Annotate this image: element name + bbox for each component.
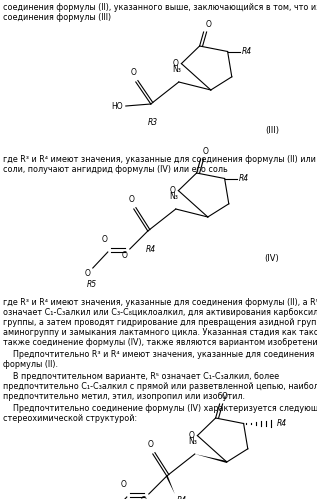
Text: означает C₁-C₃алкил или C₃-C₈циклоалкил, для активирования карбоксильной: означает C₁-C₃алкил или C₃-C₈циклоалкил,…: [3, 308, 317, 317]
Text: HO: HO: [111, 101, 123, 110]
Text: Предпочтительно соединение формулы (IV) характеризуется следующей: Предпочтительно соединение формулы (IV) …: [3, 404, 317, 413]
Text: O: O: [102, 235, 108, 244]
Text: O: O: [121, 480, 127, 489]
Text: R4: R4: [277, 419, 287, 428]
Text: R4: R4: [146, 245, 156, 254]
Text: формулы (II).: формулы (II).: [3, 360, 58, 369]
Text: стереохимической структурой:: стереохимической структурой:: [3, 414, 137, 423]
Text: O: O: [148, 440, 154, 449]
Text: O: O: [122, 251, 128, 260]
Text: аминогруппу и замыкания лактамного цикла. Указанная стадия как таковая, а: аминогруппу и замыкания лактамного цикла…: [3, 328, 317, 337]
Text: соединения формулы (III): соединения формулы (III): [3, 13, 111, 22]
Text: O: O: [172, 59, 178, 68]
Text: R3: R3: [148, 118, 158, 127]
Text: O: O: [170, 186, 175, 195]
Text: предпочтительно метил, этил, изопропил или изобутил.: предпочтительно метил, этил, изопропил и…: [3, 392, 245, 401]
Text: O: O: [203, 147, 209, 156]
Text: также соединение формулы (IV), также являются вариантом изобретения.: также соединение формулы (IV), также явл…: [3, 338, 317, 347]
Text: O: O: [206, 20, 211, 29]
Text: R4: R4: [242, 47, 252, 56]
Text: N₃: N₃: [172, 65, 181, 74]
Text: O: O: [129, 195, 135, 204]
Text: O: O: [222, 392, 228, 401]
Text: соединения формулы (II), указанного выше, заключающийся в том, что из: соединения формулы (II), указанного выше…: [3, 3, 317, 12]
Text: где R³ и R⁴ имеют значения, указанные для соединения формулы (II) или его: где R³ и R⁴ имеют значения, указанные дл…: [3, 155, 317, 164]
Text: где R³ и R⁴ имеют значения, указанные для соединения формулы (II), а R⁵: где R³ и R⁴ имеют значения, указанные дл…: [3, 298, 317, 307]
Text: N₃: N₃: [188, 437, 197, 446]
Text: (III): (III): [265, 126, 279, 135]
Text: O: O: [189, 431, 194, 440]
Text: R4: R4: [177, 496, 187, 499]
Text: Предпочтительно R³ и R⁴ имеют значения, указанные для соединения: Предпочтительно R³ и R⁴ имеют значения, …: [3, 350, 314, 359]
Text: соли, получают ангидрид формулы (IV) или его соль: соли, получают ангидрид формулы (IV) или…: [3, 165, 228, 174]
Text: группы, а затем проводят гидрирование для превращения азидной группы в: группы, а затем проводят гидрирование дл…: [3, 318, 317, 327]
Text: N₃: N₃: [169, 192, 178, 201]
Text: O: O: [85, 269, 91, 278]
Text: предпочтительно C₁-C₃алкил с прямой или разветвленной цепью, наиболее: предпочтительно C₁-C₃алкил с прямой или …: [3, 382, 317, 391]
Polygon shape: [195, 454, 227, 463]
Text: (IV): (IV): [265, 253, 279, 262]
Text: R5: R5: [87, 280, 97, 289]
Text: O: O: [141, 496, 147, 499]
Polygon shape: [166, 476, 175, 494]
Text: В предпочтительном варианте, R⁵ означает C₁-C₃алкил, более: В предпочтительном варианте, R⁵ означает…: [3, 372, 279, 381]
Text: O: O: [131, 68, 137, 77]
Text: R4: R4: [239, 174, 249, 183]
